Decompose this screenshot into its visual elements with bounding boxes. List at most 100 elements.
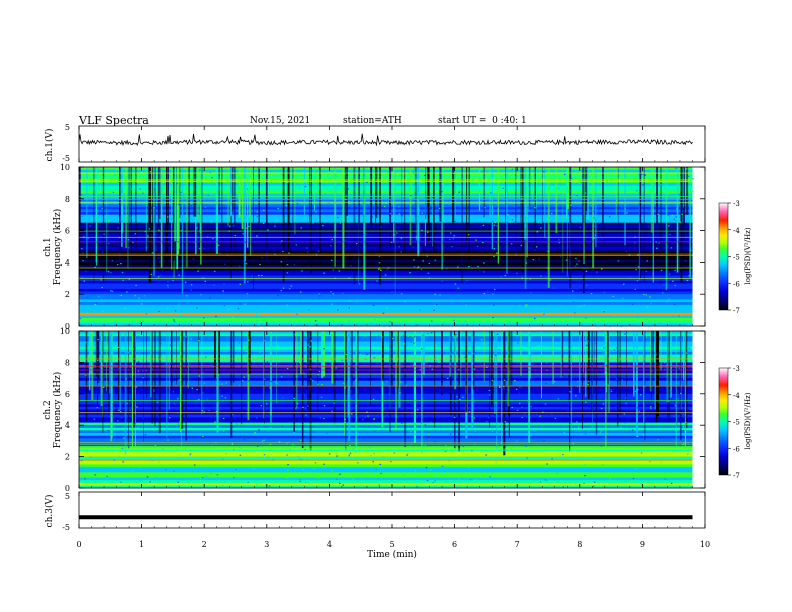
ch2-spectrogram-speckle [358, 477, 360, 479]
ch2-spectrogram-speckle [85, 341, 87, 343]
ch1-spectrogram-speckle [261, 274, 263, 277]
ch2-spectrogram-speckle [543, 428, 546, 430]
ch1-spectrogram-speckle [637, 210, 639, 212]
ch1-spectrogram-streak [250, 167, 252, 256]
ch1-spectrogram-speckle [190, 289, 192, 291]
ch2-spectrogram-speckle [150, 467, 153, 469]
ch2-spectrogram-speckle [493, 340, 496, 342]
ch1-spectrogram-speckle [223, 305, 226, 307]
ch1-spectrogram-speckle [586, 294, 589, 296]
ch1-spectrogram-speckle [132, 241, 134, 243]
ch1-spectrogram-speckle [576, 263, 578, 265]
ch2-spectrogram-speckle [128, 446, 130, 448]
ch2-spectrogram-band [79, 351, 693, 355]
ch2-spectrogram-speckle [336, 478, 338, 480]
ch1-spectrogram-band [79, 188, 693, 192]
ch1-spectrogram-speckle [596, 271, 598, 273]
ch2-spectrogram-streak [655, 331, 658, 423]
ch1-spectrogram-speckle [245, 227, 247, 229]
ch1-spectrogram-speckle [465, 304, 467, 307]
ch2-spectrogram-speckle [85, 375, 87, 377]
ch1-spectrogram-streak [617, 167, 619, 235]
ch1-spectrogram-speckle [493, 255, 495, 257]
ch1-spectrogram-speckle [640, 173, 643, 176]
ch2-spectrogram-streak [683, 331, 685, 381]
ch2-spectrogram-streak [187, 331, 189, 389]
ch1-spectrogram-speckle [466, 318, 469, 320]
ch1-spectrogram-streak [160, 167, 163, 268]
ch1-spectrogram-speckle [239, 303, 241, 305]
ch1-spectrogram-streak [230, 167, 232, 279]
ch1-spectrogram-speckle [174, 310, 177, 312]
ch1-spectrogram-band [79, 315, 693, 319]
ch1-spectrogram-band [79, 204, 693, 208]
ch1-spectrogram-speckle [344, 174, 346, 176]
ch2-spectrogram-speckle [348, 456, 351, 458]
ch2-spectrogram-streak [684, 331, 686, 447]
ch2-spectrogram-streak [541, 331, 542, 399]
ch1-spectrogram-speckle [650, 303, 652, 305]
ch2-spectrogram-speckle [206, 398, 208, 400]
ch1-spectrogram-speckle [332, 269, 335, 271]
ch1-spectrogram-speckle [274, 225, 276, 227]
ch1-spectrogram-band [79, 296, 693, 300]
ch1-spectrogram-speckle [256, 320, 259, 322]
ch1-spectrogram-speckle [150, 273, 153, 275]
ch2-spectrogram-speckle [157, 476, 159, 478]
ch1-spectrogram-streak [119, 167, 121, 268]
ch2-spectrogram-speckle [96, 350, 98, 352]
ch1-spectrogram [79, 167, 705, 328]
ch2-spectrogram-speckle [636, 407, 639, 409]
ch2-spectrogram-speckle [567, 410, 569, 412]
ch2-spectrogram-speckle [576, 386, 579, 388]
ch1-spectrogram-speckle [203, 248, 206, 250]
ch1-spectrogram-speckle [95, 302, 97, 304]
ch2-spectrogram-speckle [276, 383, 278, 385]
ch1-spectrogram-speckle [302, 171, 305, 173]
ch2-spectrogram-speckle [243, 434, 245, 436]
ch2-spectrogram-speckle [403, 343, 406, 345]
ch2-spectrogram-speckle [400, 397, 402, 399]
ch2-spectrogram-speckle [655, 354, 657, 356]
ch2-spectrogram-speckle [660, 461, 663, 463]
ch1-spectrogram-band [79, 307, 693, 311]
ch2-spectrogram-speckle [556, 472, 559, 474]
ch1-spectrogram-speckle [108, 242, 110, 245]
ch1-spectrogram-streak [230, 167, 232, 217]
ch1-spectrogram-speckle [124, 308, 126, 310]
ch2-spectrogram-speckle [575, 395, 577, 397]
ch1-spectrogram-streak [265, 167, 268, 261]
ch2-spectrogram-streak [321, 331, 324, 379]
ch2-spectrogram-speckle [119, 411, 122, 413]
ch2-spectrogram-speckle [441, 465, 444, 467]
start-time-label: start UT = 0 :40: 1 [438, 116, 527, 126]
ch2-spectrogram-speckle [200, 478, 202, 480]
ch1-spectrogram-speckle [578, 260, 580, 262]
ch1-spectrogram-speckle [659, 322, 662, 324]
ch1-spectrogram-speckle [101, 207, 103, 209]
ch2-spectrogram-speckle [311, 380, 314, 382]
ch1-spectrogram-speckle [586, 284, 588, 286]
ch2-spectrogram-speckle [365, 345, 367, 347]
ch1-spectrogram-speckle [107, 220, 110, 222]
ch1-spectrogram-speckle [536, 177, 538, 179]
ch1-spectrogram-speckle [667, 214, 669, 216]
ch1-spectrogram-speckle [172, 280, 174, 282]
ch2-spectrogram-speckle [255, 484, 258, 486]
ch1-spectrogram-band [79, 185, 693, 189]
ch1-spectrogram-speckle [479, 169, 481, 171]
ch1-spectrogram-speckle [608, 173, 611, 175]
ch2-spectrogram-speckle [438, 361, 440, 363]
ch1-spectrogram-speckle [575, 193, 577, 195]
ch1-spectrogram-speckle [580, 305, 582, 307]
ch2-spectrogram-speckle [367, 415, 369, 417]
ch1-spectrogram-speckle [654, 167, 657, 169]
ch2-spectrogram-speckle [527, 400, 529, 402]
ch2-spectrogram-speckle [277, 401, 279, 403]
ch1-spectrogram-band [79, 246, 693, 250]
ch1-spectrogram-speckle [441, 193, 444, 195]
ch1-spectrogram-streak [585, 167, 586, 252]
ch1-spectrogram-speckle [427, 231, 429, 233]
ch1-spectrogram-speckle [155, 249, 157, 251]
ch1-spectrogram-band [79, 304, 693, 308]
